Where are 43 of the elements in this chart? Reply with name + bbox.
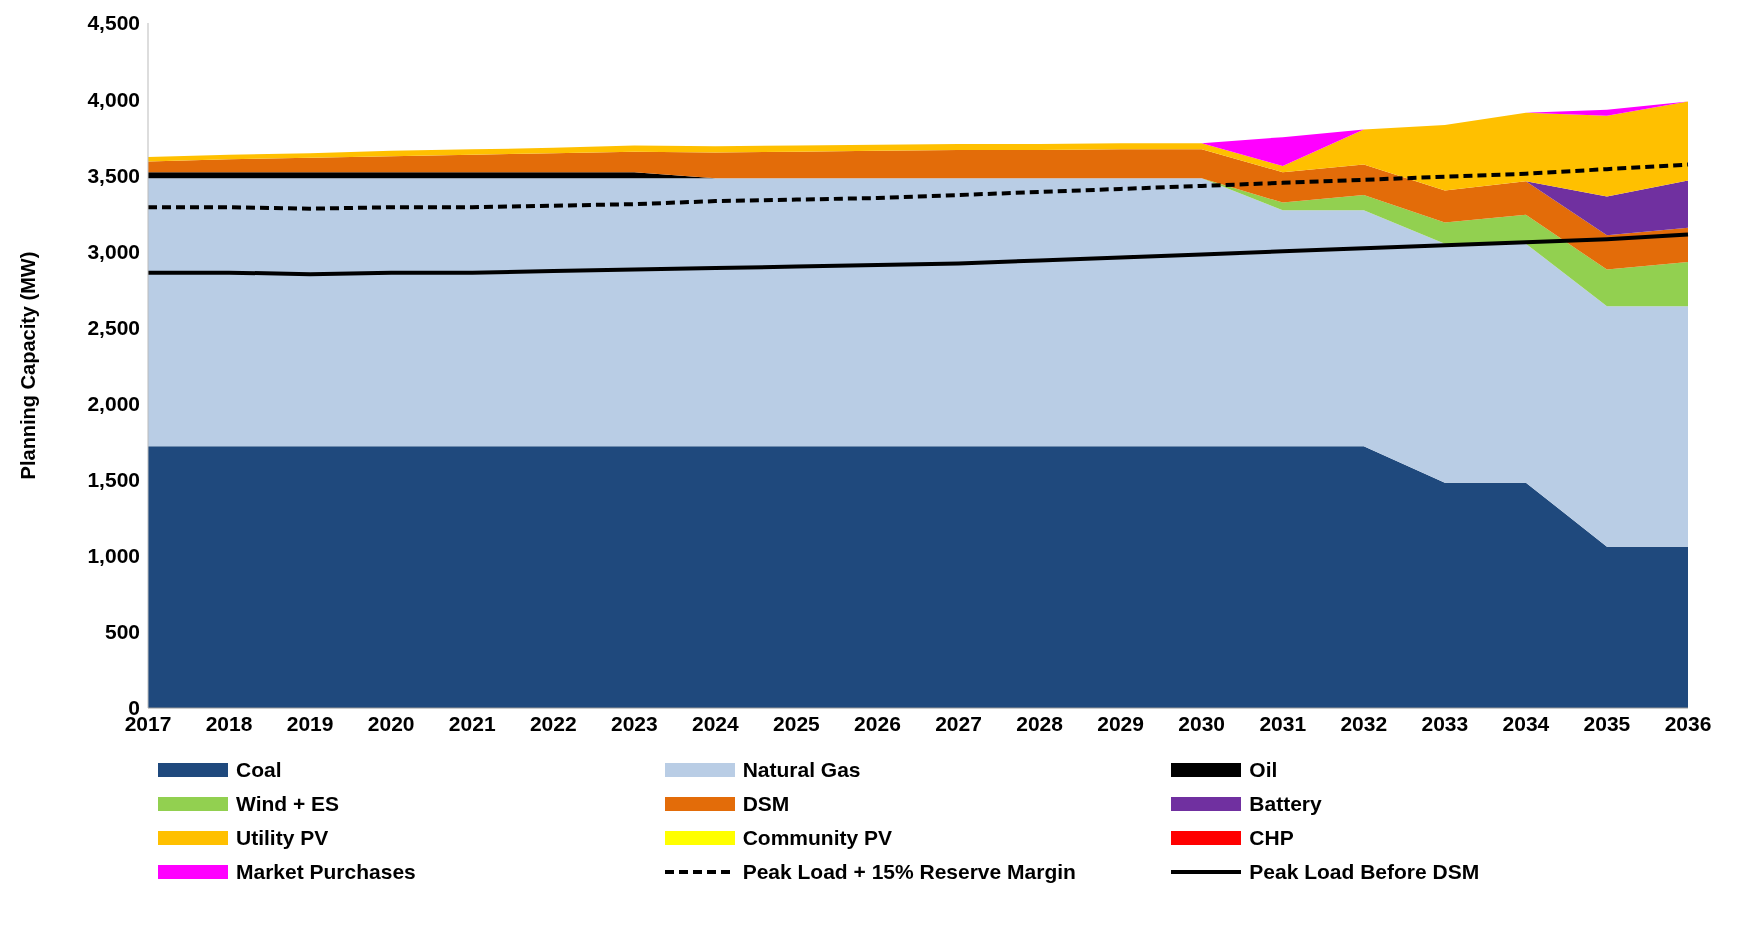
x-tick-label: 2018 xyxy=(205,711,253,735)
line-series xyxy=(146,162,1690,211)
x-tick-label: 2027 xyxy=(935,711,982,735)
legend-label: Wind + ES xyxy=(236,792,340,816)
y-tick-label: 3,500 xyxy=(87,163,140,187)
x-tick-label: 2036 xyxy=(1664,711,1712,735)
y-tick-label: 1,500 xyxy=(87,468,140,492)
legend-label: Oil xyxy=(1249,758,1278,782)
legend-label: Utility PV xyxy=(236,826,329,850)
legend-label: Battery xyxy=(1249,792,1322,816)
y-tick-label: 2,500 xyxy=(87,315,140,339)
legend-label: Natural Gas xyxy=(742,758,861,782)
x-tick-label: 2033 xyxy=(1421,711,1469,735)
y-tick-label: 2,000 xyxy=(87,392,140,416)
legend-label: Market Purchases xyxy=(236,860,416,884)
x-tick-label: 2029 xyxy=(1097,711,1144,735)
x-tick-label: 2023 xyxy=(610,711,658,735)
legend-label: Peak Load Before DSM xyxy=(1249,860,1480,884)
legend-label: Coal xyxy=(236,758,282,782)
x-tick-label: 2035 xyxy=(1583,711,1631,735)
legend-label: Peak Load + 15% Reserve Margin xyxy=(742,860,1076,884)
x-tick-label: 2025 xyxy=(773,711,821,735)
x-tick-label: 2020 xyxy=(367,711,415,735)
line-series xyxy=(146,232,1690,277)
x-tick-label: 2022 xyxy=(529,711,577,735)
y-tick-label: 3,000 xyxy=(87,239,140,263)
x-tick-label: 2021 xyxy=(448,711,496,735)
y-tick-label: 1,000 xyxy=(87,544,140,568)
legend-label: CHP xyxy=(1249,826,1294,850)
y-tick-label: 500 xyxy=(104,620,140,644)
x-tick-label: 2028 xyxy=(1016,711,1064,735)
legend-label: DSM xyxy=(742,792,790,816)
legend-label: Community PV xyxy=(742,826,893,850)
x-tick-label: 2019 xyxy=(286,711,334,735)
x-tick-label: 2032 xyxy=(1340,711,1388,735)
x-tick-label: 2031 xyxy=(1259,711,1307,735)
x-tick-label: 2024 xyxy=(692,711,740,735)
x-tick-label: 2030 xyxy=(1178,711,1226,735)
x-tick-label: 2026 xyxy=(854,711,901,735)
y-tick-label: 4,500 xyxy=(87,11,140,35)
y-tick-label: 4,000 xyxy=(87,87,140,111)
y-axis-title: Planning Capacity (MW) xyxy=(17,251,40,480)
x-tick-label: 2034 xyxy=(1502,711,1550,735)
